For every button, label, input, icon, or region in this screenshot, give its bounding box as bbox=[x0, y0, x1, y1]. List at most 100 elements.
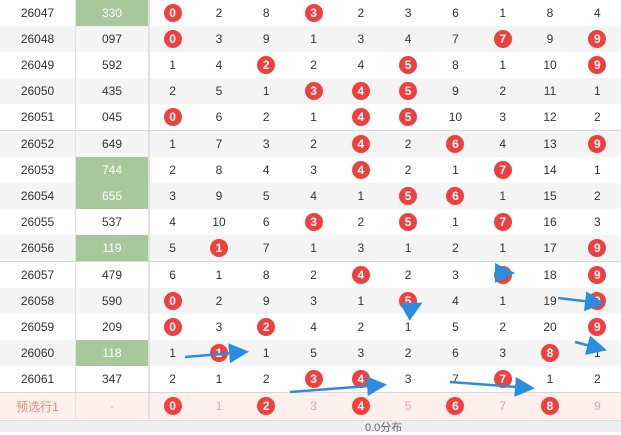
draw-number: 347 bbox=[75, 366, 148, 392]
digit-cell-2: 1 bbox=[243, 340, 290, 366]
miss-count: 2 bbox=[357, 215, 365, 229]
digit-cell-6: 6 bbox=[432, 131, 479, 157]
hit-ball: 7 bbox=[493, 30, 512, 48]
digit-cell-7: 7 bbox=[479, 262, 526, 288]
miss-count: 4 bbox=[452, 294, 459, 308]
miss-count: 4 bbox=[169, 215, 176, 229]
hit-ball: 3 bbox=[304, 82, 323, 100]
digit-cell-9: 2 bbox=[574, 183, 621, 209]
predict-number: - bbox=[75, 393, 148, 419]
digit-cell-2: 5 bbox=[243, 183, 290, 209]
miss-count: 6 bbox=[452, 346, 459, 360]
hit-ball: 9 bbox=[588, 239, 607, 257]
digit-cell-7: 1 bbox=[479, 52, 526, 78]
digit-cell-4: 2 bbox=[337, 209, 384, 235]
hit-ball: 8 bbox=[541, 397, 560, 415]
digit-cell-7: 7 bbox=[479, 157, 526, 183]
digit-cell-1: 2 bbox=[195, 288, 242, 314]
digit-cell-0: 1 bbox=[148, 340, 195, 366]
digit-cell-4: 4 bbox=[337, 131, 384, 157]
digit-cell-4: 4 bbox=[337, 366, 384, 392]
digit-cell-9: 2 bbox=[574, 104, 621, 130]
digit-cell-6: 2 bbox=[432, 235, 479, 261]
digit-cell-7: 1 bbox=[479, 0, 526, 26]
table-row: 26054 655 3 9 5 4 1 5 6 1 15 2 bbox=[0, 183, 621, 209]
digit-cell-9: 1 bbox=[574, 78, 621, 104]
miss-count: 1 bbox=[310, 110, 317, 124]
miss-count: 2 bbox=[169, 163, 176, 177]
miss-count: 8 bbox=[262, 6, 270, 20]
draw-number: 655 bbox=[75, 183, 148, 209]
digit-cell-5: 5 bbox=[384, 209, 431, 235]
miss-count: 7 bbox=[215, 137, 223, 151]
digit-cell-8: 17 bbox=[526, 235, 573, 261]
miss-count: 3 bbox=[215, 32, 223, 46]
hit-ball: 8 bbox=[541, 344, 560, 362]
miss-count: 2 bbox=[215, 294, 223, 308]
miss-count: 3 bbox=[310, 163, 317, 177]
miss-count: 3 bbox=[262, 137, 270, 151]
miss-count: 6 bbox=[452, 6, 459, 20]
miss-count: 1 bbox=[215, 268, 223, 282]
digit-cell-4: 3 bbox=[337, 340, 384, 366]
miss-count: 3 bbox=[452, 268, 459, 282]
digit-cell-6: 7 bbox=[432, 26, 479, 52]
miss-count: 3 bbox=[169, 189, 176, 203]
digit-cell-9: 9 bbox=[574, 262, 621, 288]
hit-ball: 0 bbox=[163, 292, 182, 310]
miss-count: 1 bbox=[499, 58, 507, 72]
miss-count: 3 bbox=[357, 346, 365, 360]
issue-number: 26047 bbox=[20, 6, 55, 20]
hit-ball: 0 bbox=[163, 318, 182, 336]
miss-count: 3 bbox=[310, 399, 317, 413]
miss-count: 9 bbox=[546, 32, 554, 46]
digit-cell-6: 4 bbox=[432, 288, 479, 314]
digit-cell-2: 6 bbox=[243, 209, 290, 235]
digit-cell-7: 2 bbox=[479, 78, 526, 104]
digit-cell-9: 1 bbox=[574, 157, 621, 183]
digit-cell-8: 20 bbox=[526, 314, 573, 340]
digit-cell-1: 1 bbox=[195, 262, 242, 288]
digit-cell-5: 5 bbox=[384, 78, 431, 104]
issue-number: 26059 bbox=[20, 320, 55, 334]
hit-ball: 3 bbox=[304, 213, 323, 231]
miss-count: 2 bbox=[357, 6, 365, 20]
digit-cell-2: 2 bbox=[243, 393, 290, 419]
issue-number: 26049 bbox=[20, 58, 55, 72]
miss-count: 10 bbox=[448, 110, 463, 124]
miss-count: 2 bbox=[593, 189, 601, 203]
digit-cell-2: 2 bbox=[243, 314, 290, 340]
table-row: 26055 537 4 10 6 3 2 5 1 7 16 3 bbox=[0, 209, 621, 235]
digit-cell-8: 11 bbox=[526, 78, 573, 104]
miss-count: 1 bbox=[499, 6, 507, 20]
digit-cell-0: 2 bbox=[148, 366, 195, 392]
hit-ball: 4 bbox=[351, 266, 370, 284]
digit-cell-0: 1 bbox=[148, 131, 195, 157]
digit-cell-3: 3 bbox=[290, 78, 337, 104]
digit-cell-0: 2 bbox=[148, 157, 195, 183]
digit-cell-2: 3 bbox=[243, 131, 290, 157]
digit-cell-9: 9 bbox=[574, 288, 621, 314]
miss-count: 2 bbox=[357, 320, 365, 334]
hit-ball: 4 bbox=[351, 397, 370, 415]
hit-ball: 9 bbox=[588, 266, 607, 284]
table-row: 26059 209 0 3 2 4 2 1 5 2 20 9 bbox=[0, 314, 621, 340]
miss-count: 10 bbox=[212, 215, 226, 229]
digit-cell-5: 2 bbox=[384, 131, 431, 157]
digit-cell-6: 5 bbox=[432, 314, 479, 340]
issue-number: 26058 bbox=[20, 294, 55, 308]
miss-count: 1 bbox=[593, 346, 601, 360]
digit-cell-6: 10 bbox=[432, 104, 479, 130]
digit-cell-8: 16 bbox=[526, 209, 573, 235]
draw-number: 209 bbox=[75, 314, 148, 340]
miss-count: 5 bbox=[310, 346, 317, 360]
hit-ball: 5 bbox=[399, 56, 418, 74]
miss-count: 1 bbox=[593, 84, 601, 98]
digit-cell-3: 5 bbox=[290, 340, 337, 366]
table-row: 26060 118 1 1 1 5 3 2 6 3 8 1 bbox=[0, 340, 621, 366]
draw-number: 537 bbox=[75, 209, 148, 235]
miss-count: 9 bbox=[215, 189, 223, 203]
miss-count: 2 bbox=[499, 84, 507, 98]
digit-cell-7: 1 bbox=[479, 235, 526, 261]
